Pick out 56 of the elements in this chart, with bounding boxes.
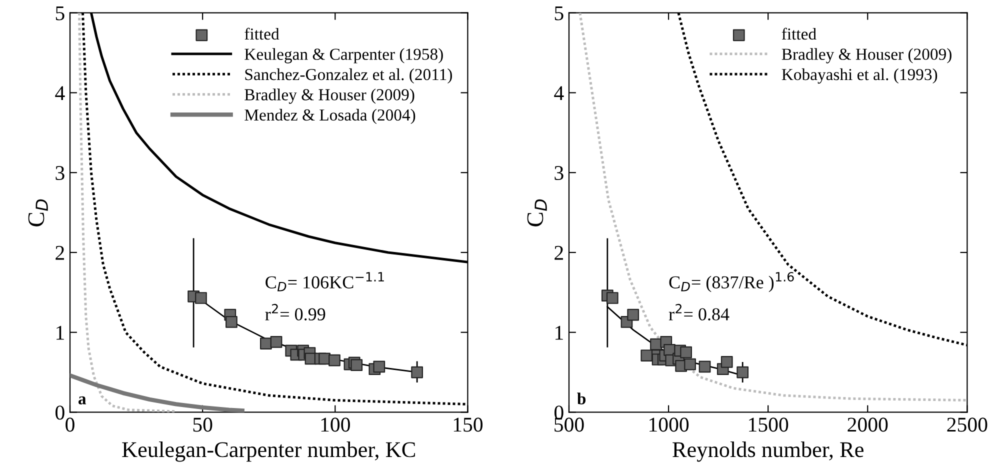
legend-label: Bradley & Houser (2009) (782, 48, 952, 64)
point (736, 366, 749, 378)
point (226, 316, 238, 328)
x-tick-label: 50 (193, 418, 212, 432)
annotation: r$^{2}$= 0.99 (265, 304, 326, 320)
legend-label: Keulegan & Carpenter (1958) (244, 48, 443, 64)
y-tick-label: 4 (554, 86, 564, 100)
y-tick-label: 1 (56, 326, 64, 340)
x-tick-label: 150 (454, 418, 483, 432)
point (195, 292, 207, 304)
point (260, 338, 272, 350)
legend-label: Bradley & Houser (2009) (244, 88, 414, 104)
x-tick-label: 0 (66, 418, 74, 432)
point (684, 358, 696, 370)
y-tick-label: 5 (56, 6, 64, 20)
x-tick-label: 2500 (947, 418, 988, 432)
y-tick-label: 4 (55, 86, 65, 100)
annotation: C$_{D}$= 106KC$^{−1.1}$ (266, 272, 384, 292)
x-axis-title: Reynolds number, Re (672, 442, 864, 462)
y-tick-label: 2 (56, 246, 64, 260)
annotation: b (577, 392, 586, 404)
point (270, 336, 282, 348)
legend-label: fitted (782, 28, 816, 40)
point (698, 360, 711, 373)
annotation: a (78, 396, 86, 404)
point (720, 356, 733, 368)
point (640, 350, 653, 362)
y-tick-label: 0 (56, 406, 64, 420)
legend-label: Kobayashi et al. (1993) (782, 68, 938, 84)
y-axis-title: C$_{D}$ (28, 199, 48, 226)
annotation: r$^{2}$= 0.84 (668, 304, 730, 320)
x-tick-label: 1000 (650, 418, 689, 432)
x-axis-title: Keulegan-Carpenter number, KC (122, 442, 415, 462)
x-tick-label: 1500 (749, 418, 788, 432)
point (411, 366, 423, 378)
legend-label: fitted (244, 28, 280, 40)
line-series (70, 373, 244, 412)
y-tick-label: 3 (554, 166, 564, 180)
legend-label: Mendez & Losada (2004) (244, 108, 416, 124)
x-tick-label: 100 (321, 418, 350, 432)
point (328, 354, 340, 366)
y-tick-label: 2 (554, 246, 563, 260)
y-tick-label: 1 (556, 326, 563, 340)
x-tick-label: 2000 (848, 418, 888, 432)
legend-label: Sanchez-Gonzalez et al. (2011) (245, 68, 452, 84)
point (627, 308, 640, 321)
x-tick-label: 500 (554, 418, 584, 432)
point (606, 292, 618, 304)
y-tick-label: 3 (56, 166, 64, 180)
point (680, 346, 692, 358)
line-series (78, 12, 178, 412)
point (350, 359, 363, 372)
y-tick-label: 5 (554, 6, 564, 20)
y-axis-title: C$_{D}$ (527, 199, 547, 226)
annotation: C$_{D}$= (837/Re )$^{1.6}$ (669, 272, 794, 292)
point (373, 360, 386, 373)
